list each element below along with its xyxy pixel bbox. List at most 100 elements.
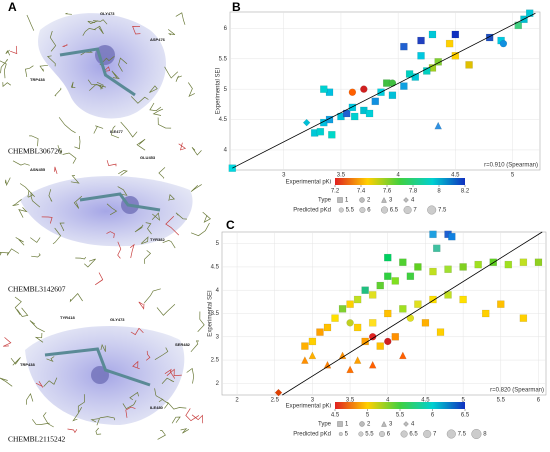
residue-stick [162,240,176,249]
point [361,286,369,294]
point [534,258,543,267]
point [384,253,392,262]
point [368,333,377,341]
residue-stick [175,12,186,25]
point [444,265,452,274]
point [384,337,392,346]
residue-stick [122,400,137,410]
residue-stick [154,347,169,360]
point [316,127,325,136]
panel-label: B [232,0,241,14]
point [325,115,334,124]
size-legend-label: 6.5 [390,208,399,214]
y-tick-label: 6 [224,26,228,32]
fit-line [232,12,536,169]
x-tick-label: 5.5 [497,398,506,404]
residue-stick [74,135,81,150]
residue-stick [72,407,83,422]
size-legend-marker [427,205,437,215]
residue-stick [130,96,149,104]
residue-stick [12,160,30,166]
residue-stick [58,117,76,134]
y-tick-label: 3.5 [211,311,220,317]
residue-stick [136,138,146,151]
point [436,328,445,336]
x-tick-label: 4 [386,398,390,404]
residue-stick [30,237,41,243]
size-legend-marker [400,430,408,438]
point [346,319,354,327]
point [417,36,425,45]
colorbar-tick-label: 8.2 [461,189,470,195]
y-tick-label: 2 [216,381,220,387]
point [451,30,460,39]
point [371,97,380,106]
residue-stick [94,25,104,35]
residue-stick [145,222,152,235]
point [361,337,369,346]
x-tick-label: 2 [235,398,239,404]
residue-stick [120,121,138,138]
point [300,356,309,364]
point [445,39,454,48]
residue-label: ILE477 [110,129,124,134]
size-legend-marker [423,429,432,439]
point [399,305,407,313]
protein-surface [20,176,193,247]
point [353,323,362,332]
colorbar [335,178,465,185]
size-legend-label: 6 [367,208,371,214]
point [320,85,328,93]
point [323,360,332,369]
point [302,118,311,127]
y-axis-label: Experimental SEI [216,67,222,114]
legend-label: 4 [411,198,415,204]
point [376,342,384,350]
residue-label: TRP438 [30,77,45,82]
point [323,323,332,332]
residue-stick [10,357,21,366]
size-legend-title: Predicted pKd [293,208,331,214]
residue-stick [149,85,158,93]
residue-stick [29,320,45,333]
residue-stick [134,224,144,233]
size-legend-label: 5.5 [365,432,374,438]
panel-a: A CHEMBL306726 GLY473 ASP476 TRP438 ILE477 CH… [0,0,212,444]
residue-stick [0,60,7,79]
residue-stick [164,368,176,379]
point [368,291,377,299]
point [348,88,357,96]
colorbar-tick-label: 7.6 [383,189,392,195]
residue-stick [164,66,179,79]
point [504,260,513,269]
residue-stick [0,252,9,256]
x-tick-label: 4.5 [421,398,430,404]
colorbar-tick-label: 7.2 [331,189,340,195]
residue-stick [65,12,72,15]
point [421,319,430,327]
residue-stick [145,350,151,361]
point [365,109,374,118]
point [485,33,494,42]
residue-stick [57,145,63,155]
residue-stick [117,241,122,259]
residue-stick [185,408,200,422]
x-tick-label: 4 [396,173,400,179]
residue-stick [167,29,176,36]
residue-stick [186,367,195,384]
residue-stick [144,288,161,304]
residue-label: ASP476 [150,37,166,42]
residue-stick [16,307,29,317]
structure-name: CHEMBL2115242 [8,435,65,444]
legend-label: 1 [345,422,349,428]
y-tick-label: 3 [216,334,220,340]
point [400,82,408,90]
point [429,230,437,239]
residue-stick [48,189,53,202]
point [353,356,362,364]
legend-marker [381,420,387,427]
size-legend-marker [446,429,456,439]
residue-stick [180,428,190,434]
ligand [79,192,161,212]
